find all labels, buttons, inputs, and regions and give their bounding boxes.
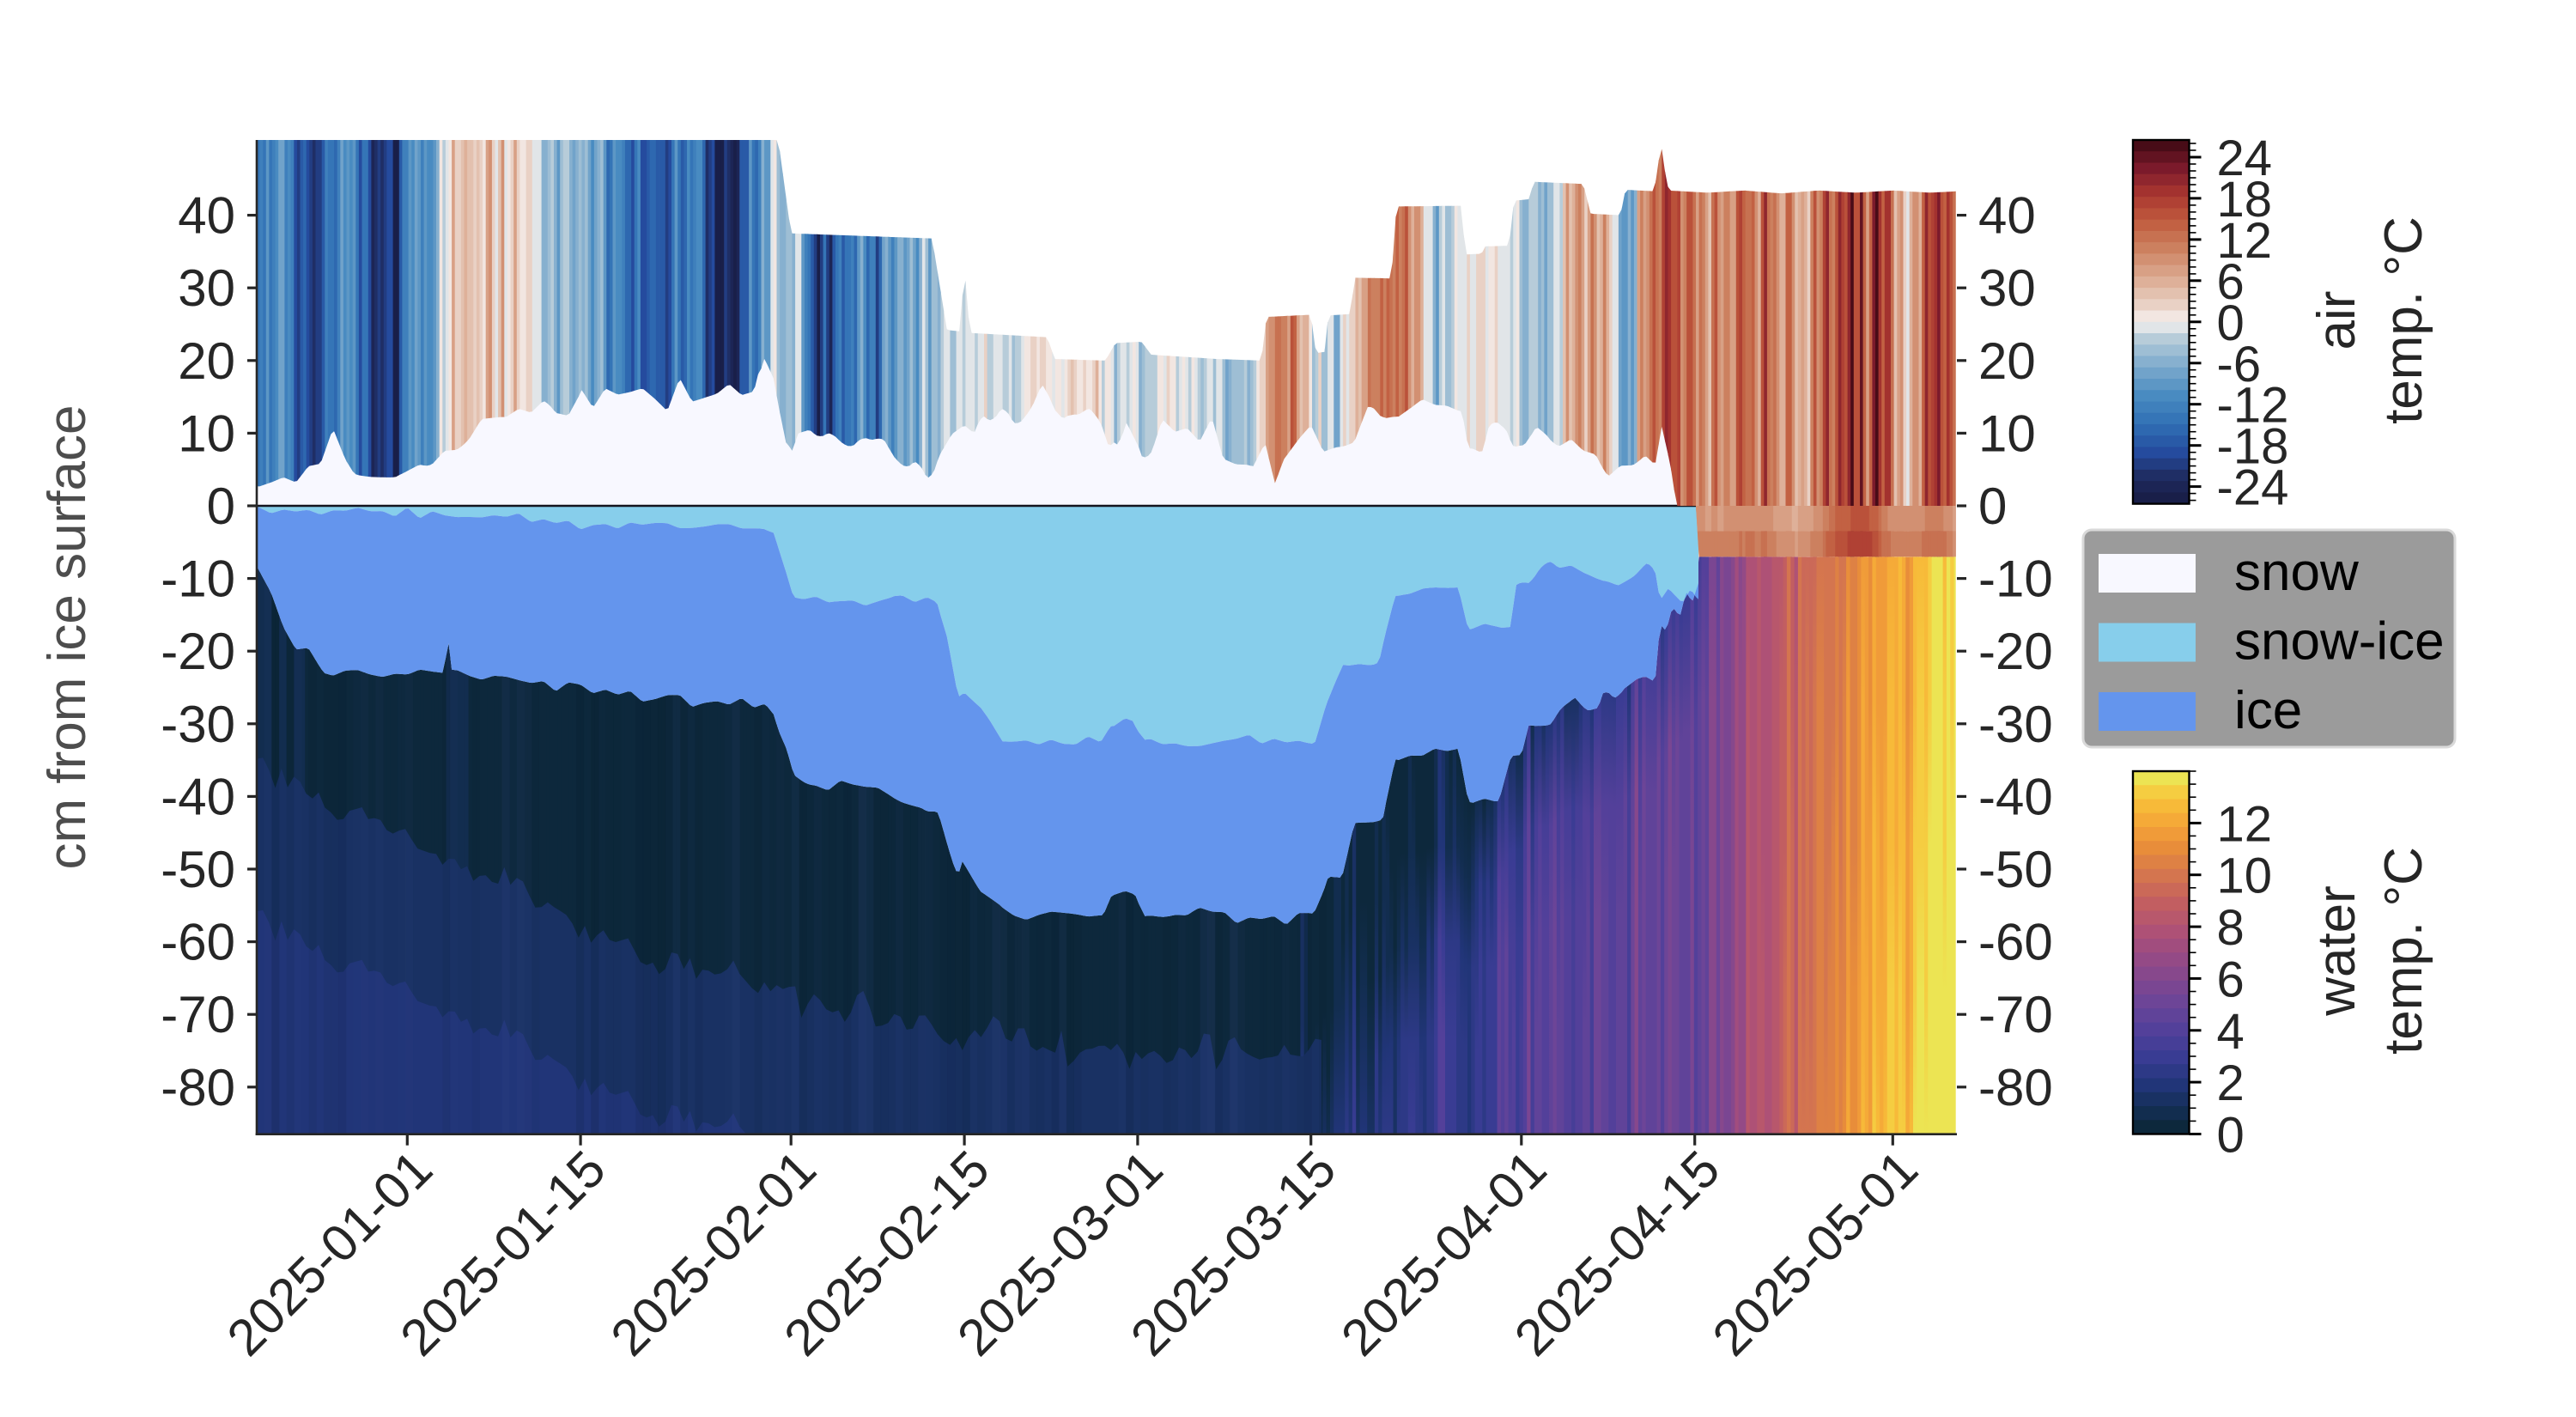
svg-text:2: 2 bbox=[2217, 1055, 2245, 1111]
svg-text:snow-ice: snow-ice bbox=[2234, 612, 2445, 672]
svg-text:6: 6 bbox=[2217, 254, 2245, 310]
svg-text:-40: -40 bbox=[161, 768, 235, 825]
svg-text:4: 4 bbox=[2217, 1004, 2245, 1060]
svg-text:-20: -20 bbox=[161, 623, 235, 680]
svg-text:10: 10 bbox=[178, 404, 235, 462]
svg-text:-80: -80 bbox=[1978, 1059, 2053, 1116]
svg-text:8: 8 bbox=[2217, 900, 2245, 956]
svg-text:40: 40 bbox=[1978, 187, 2036, 245]
svg-text:18: 18 bbox=[2217, 172, 2273, 228]
svg-text:0: 0 bbox=[1978, 477, 2007, 535]
svg-text:-20: -20 bbox=[1978, 623, 2053, 680]
svg-text:cm from ice surface: cm from ice surface bbox=[38, 405, 97, 870]
svg-text:-70: -70 bbox=[161, 986, 235, 1043]
svg-text:-50: -50 bbox=[161, 841, 235, 898]
svg-text:-60: -60 bbox=[1978, 914, 2053, 971]
svg-text:12: 12 bbox=[2217, 213, 2273, 269]
svg-text:snow: snow bbox=[2234, 543, 2359, 602]
svg-text:-40: -40 bbox=[1978, 768, 2053, 825]
svg-text:30: 30 bbox=[178, 259, 235, 317]
svg-text:water: water bbox=[2307, 885, 2366, 1017]
svg-text:-10: -10 bbox=[1978, 550, 2053, 608]
svg-text:6: 6 bbox=[2217, 952, 2245, 1007]
svg-text:10: 10 bbox=[1978, 404, 2036, 462]
svg-text:24: 24 bbox=[2217, 131, 2273, 186]
svg-text:-30: -30 bbox=[161, 696, 235, 753]
svg-text:10: 10 bbox=[2217, 848, 2273, 904]
svg-text:ice: ice bbox=[2234, 681, 2302, 740]
svg-text:20: 20 bbox=[178, 332, 235, 390]
svg-text:0: 0 bbox=[2217, 295, 2245, 351]
svg-text:-80: -80 bbox=[161, 1059, 235, 1116]
svg-text:-24: -24 bbox=[2217, 460, 2289, 516]
svg-text:-60: -60 bbox=[161, 914, 235, 971]
svg-text:temp. °C: temp. °C bbox=[2374, 847, 2433, 1055]
svg-text:temp. °C: temp. °C bbox=[2374, 216, 2433, 424]
svg-text:-70: -70 bbox=[1978, 986, 2053, 1043]
svg-text:-6: -6 bbox=[2217, 337, 2262, 392]
svg-text:0: 0 bbox=[207, 477, 235, 535]
svg-text:40: 40 bbox=[178, 187, 235, 245]
svg-text:air: air bbox=[2307, 291, 2366, 350]
svg-text:-10: -10 bbox=[161, 550, 235, 608]
svg-text:-50: -50 bbox=[1978, 841, 2053, 898]
svg-text:-12: -12 bbox=[2217, 378, 2289, 434]
svg-text:20: 20 bbox=[1978, 332, 2036, 390]
svg-text:30: 30 bbox=[1978, 259, 2036, 317]
svg-text:-30: -30 bbox=[1978, 696, 2053, 753]
svg-text:0: 0 bbox=[2217, 1108, 2245, 1164]
svg-text:-18: -18 bbox=[2217, 419, 2289, 475]
svg-text:12: 12 bbox=[2217, 796, 2273, 852]
